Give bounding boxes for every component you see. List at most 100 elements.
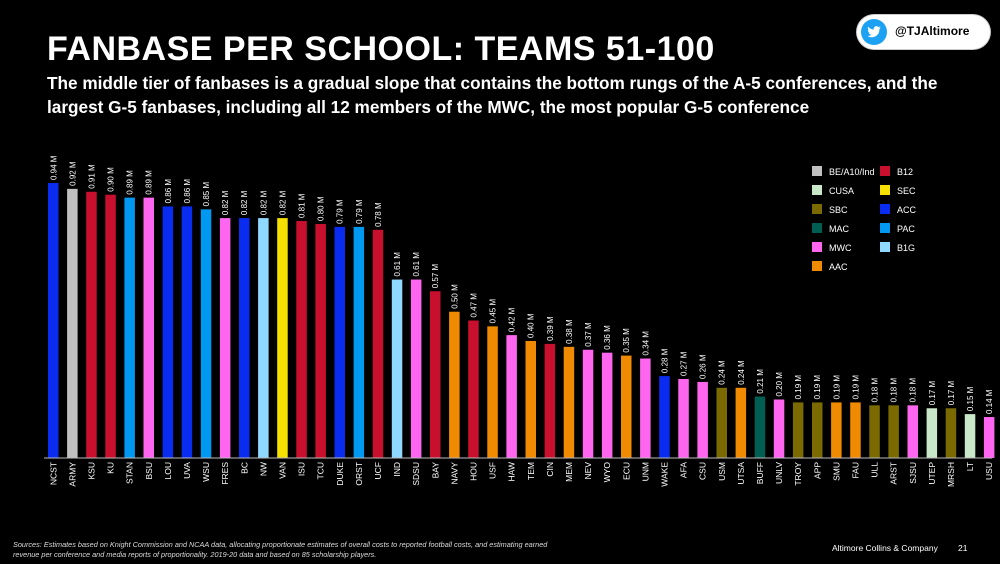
value-label-lou: 0.86 M: [164, 179, 173, 204]
tick-label-lou: LOU: [163, 462, 173, 479]
tick-label-uva: UVA: [182, 462, 192, 479]
value-label-bay: 0.57 M: [431, 263, 440, 288]
value-label-mrsh: 0.17 M: [947, 380, 956, 405]
legend-label-b12: B12: [897, 167, 913, 177]
bar-tcu: [315, 223, 326, 458]
tick-label-wyo: WYO: [602, 462, 612, 483]
tick-label-ind: IND: [392, 462, 402, 477]
tick-label-ull: ULL: [870, 462, 880, 478]
legend-swatch-b1g: [880, 242, 890, 252]
bar-lt: [964, 414, 976, 458]
bar-duke: [334, 226, 345, 458]
twitter-bird-icon: [861, 19, 887, 45]
bar-ncst: [48, 183, 59, 458]
bar-ull: [869, 405, 880, 458]
bar-ind: [391, 279, 403, 458]
value-label-smu: 0.19 M: [832, 375, 841, 400]
page-number: 21: [958, 543, 968, 553]
value-label-duke: 0.79 M: [336, 199, 345, 224]
legend-swatch-pac: [880, 223, 890, 233]
tick-label-mrsh: MRSH: [946, 462, 956, 487]
value-label-ksu: 0.91 M: [87, 164, 96, 189]
tick-label-arst: ARST: [889, 462, 899, 485]
bar-afa: [678, 379, 689, 458]
bar-wyo: [601, 352, 613, 458]
tick-label-app: APP: [812, 462, 822, 479]
legend-label-sbc: SBC: [829, 205, 848, 215]
tick-label-ncst: NCST: [48, 462, 58, 485]
bar-haw: [506, 335, 517, 458]
sources-note: Sources: Estimates based on Knight Commi…: [13, 540, 548, 559]
legend-swatch-aac: [812, 261, 822, 271]
value-label-ucf: 0.78 M: [374, 202, 383, 227]
bar-mem: [563, 346, 575, 458]
value-label-hou: 0.47 M: [469, 293, 478, 318]
tick-label-lt: LT: [965, 462, 975, 471]
bar-csu: [697, 381, 708, 458]
value-label-lt: 0.15 M: [966, 386, 975, 411]
tick-label-usf: USF: [488, 462, 498, 479]
tick-label-ku: KU: [106, 462, 116, 474]
tick-label-orst: ORST: [354, 462, 364, 486]
tick-label-bay: BAY: [430, 462, 440, 479]
value-label-sdsu: 0.61 M: [412, 252, 421, 277]
tick-label-navy: NAVY: [449, 462, 459, 485]
tick-label-tcu: TCU: [316, 462, 326, 479]
value-label-orst: 0.79 M: [355, 199, 364, 224]
value-label-navy: 0.50 M: [450, 284, 459, 309]
legend-swatch-b12: [880, 166, 890, 176]
value-label-unlv: 0.20 M: [775, 372, 784, 397]
value-label-army: 0.92 M: [68, 161, 77, 186]
legend-label-b1g: B1G: [897, 243, 915, 253]
legend-label-cusa: CUSA: [829, 186, 854, 196]
bar-usf: [487, 326, 498, 458]
value-label-bsu: 0.89 M: [145, 170, 154, 195]
legend-label-aac: AAC: [829, 262, 848, 272]
tick-label-utep: UTEP: [927, 462, 937, 485]
tick-label-usm: USM: [717, 462, 727, 481]
tick-label-nev: NEV: [583, 462, 593, 480]
value-label-troy: 0.19 M: [794, 375, 803, 400]
tick-label-duke: DUKE: [335, 462, 345, 486]
value-label-bc: 0.82 M: [240, 190, 249, 215]
legend-swatch-sec: [880, 185, 890, 195]
value-label-utep: 0.17 M: [928, 380, 937, 405]
tick-label-utsa: UTSA: [736, 462, 746, 485]
tick-label-ucf: UCF: [373, 462, 383, 479]
legend-swatch-mac: [812, 223, 822, 233]
bar-smu: [831, 402, 842, 458]
tick-label-wsu: WSU: [201, 462, 211, 482]
value-label-usm: 0.24 M: [718, 360, 727, 385]
value-label-ku: 0.90 M: [107, 167, 116, 192]
tick-label-bsu: BSU: [144, 462, 154, 479]
bar-bsu: [143, 197, 154, 458]
bar-wsu: [200, 209, 212, 458]
legend-label-acc: ACC: [897, 205, 917, 215]
bar-buff: [754, 396, 766, 458]
value-label-tem: 0.40 M: [527, 313, 536, 338]
tick-label-ecu: ECU: [621, 462, 631, 480]
tick-label-isu: ISU: [297, 462, 307, 476]
bar-utep: [926, 408, 938, 458]
value-label-haw: 0.42 M: [508, 307, 517, 332]
value-label-wsu: 0.85 M: [202, 182, 211, 207]
tick-label-bc: BC: [239, 462, 249, 474]
tick-label-troy: TROY: [793, 462, 803, 486]
legend-swatch-acc: [880, 204, 890, 214]
value-label-ecu: 0.35 M: [622, 328, 631, 353]
value-label-sjsu: 0.18 M: [909, 378, 918, 403]
bar-army: [67, 188, 78, 458]
tick-label-unlv: UNLV: [774, 462, 784, 484]
bar-usm: [716, 387, 727, 458]
bar-tem: [525, 340, 536, 458]
value-label-arst: 0.18 M: [890, 378, 899, 403]
value-label-fres: 0.82 M: [221, 190, 230, 215]
tick-label-sdsu: SDSU: [411, 462, 421, 486]
page-subtitle: The middle tier of fanbases is a gradual…: [47, 73, 938, 117]
tick-label-mem: MEM: [564, 462, 574, 482]
tick-label-stan: STAN: [125, 462, 135, 484]
bar-arst: [888, 405, 899, 458]
value-label-afa: 0.27 M: [680, 351, 689, 376]
value-label-cin: 0.39 M: [546, 316, 555, 341]
value-label-usu: 0.14 M: [985, 389, 994, 414]
